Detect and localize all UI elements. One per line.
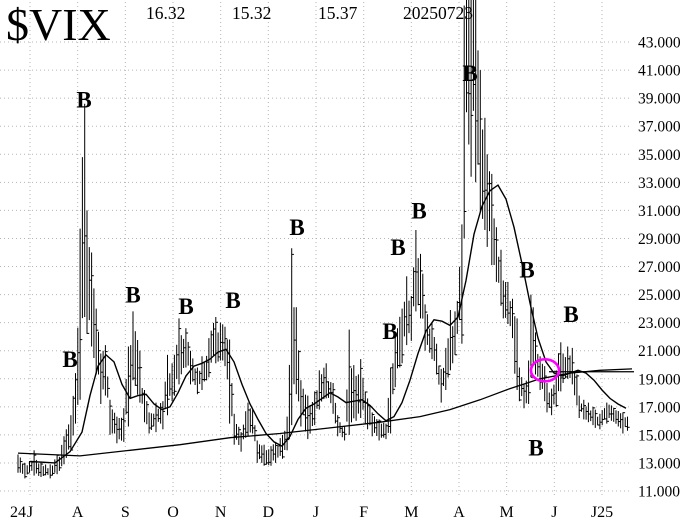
x-month-label: N (215, 504, 227, 521)
x-year-label: 24 (10, 504, 26, 521)
signal-B-blue: B (178, 294, 193, 319)
signal-B-red: B (563, 302, 578, 327)
y-tick-label: 25.000 (638, 287, 681, 304)
y-tick-label: 31.000 (638, 203, 681, 220)
y-tick-label: 29.000 (638, 231, 681, 248)
y-tick-label: 13.000 (638, 455, 681, 472)
signal-B-blue: B (390, 235, 405, 260)
x-month-label: J (313, 504, 319, 521)
x-month-label: S (121, 504, 130, 521)
signal-B-red: B (411, 198, 426, 223)
symbol-title: $VIX (6, 0, 111, 50)
quote-last: 15.37 (318, 3, 358, 23)
y-tick-label: 27.000 (638, 259, 681, 276)
x-month-label: J (27, 504, 33, 521)
x-month-label: J (551, 504, 557, 521)
x-month-label: M (500, 504, 514, 521)
signal-B-red: B (76, 88, 91, 113)
y-tick-label: 19.000 (638, 371, 681, 388)
y-tick-label: 35.000 (638, 147, 681, 164)
x-month-label: F (359, 504, 368, 521)
signal-B-red: B (289, 215, 304, 240)
quote-low: 15.32 (232, 3, 272, 23)
y-tick-label: 39.000 (638, 91, 681, 108)
ma-crossover-circle (529, 358, 561, 383)
x-month-label: A (453, 504, 465, 521)
y-tick-label: 23.000 (638, 315, 681, 332)
x-month-label: O (167, 504, 179, 521)
y-tick-label: 41.000 (638, 63, 681, 80)
y-tick-label: 15.000 (638, 427, 681, 444)
y-tick-label: 17.000 (638, 399, 681, 416)
y-tick-label: 33.000 (638, 175, 681, 192)
signal-B-red: B (519, 257, 534, 282)
y-tick-label: 37.000 (638, 119, 681, 136)
signal-B-blue: B (382, 319, 397, 344)
x-month-label: J25 (591, 504, 613, 521)
signal-B-blue: B (62, 347, 77, 372)
signal-B-red: B (462, 61, 477, 86)
signal-B-red: B (225, 288, 240, 313)
signal-B-red: B (125, 283, 140, 308)
price-bars (17, 0, 630, 479)
y-tick-label: 43.000 (638, 35, 681, 52)
x-month-label: M (404, 504, 418, 521)
x-month-label: A (72, 504, 84, 521)
y-tick-label: 11.000 (638, 484, 680, 501)
axis-labels: 43.000 41.000 39.000 37.000 35.000 33.000 31.0… (10, 35, 681, 522)
y-tick-label: 21.000 (638, 343, 681, 360)
grid-lines (0, 2, 632, 497)
signal-B-magenta: B (528, 436, 543, 461)
x-month-label: D (263, 504, 275, 521)
quote-high: 16.32 (146, 3, 186, 23)
ma-slow-line (17, 368, 633, 457)
quote-date: 20250723 (403, 3, 473, 23)
